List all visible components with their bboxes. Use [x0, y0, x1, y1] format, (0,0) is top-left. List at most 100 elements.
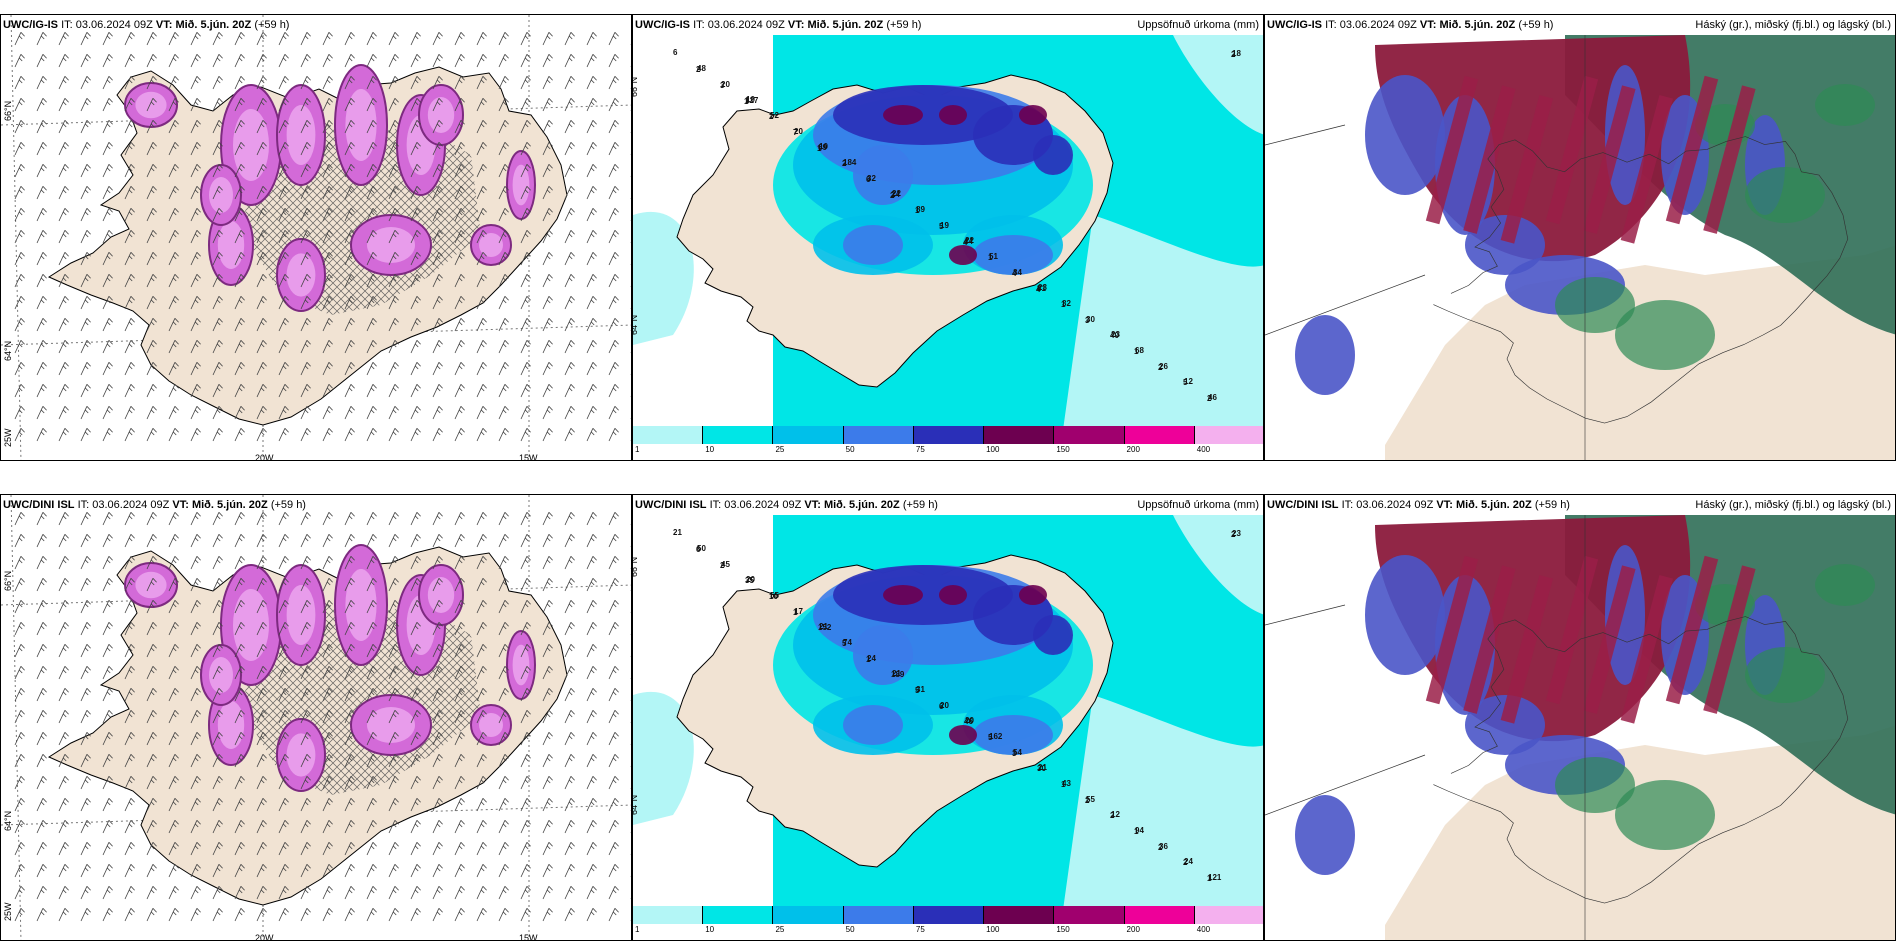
- wind-barb: [432, 208, 443, 222]
- wind-barb: [498, 54, 509, 68]
- precip-value: 1: [915, 206, 920, 215]
- precip-value: 121: [1208, 873, 1222, 882]
- wind-barb: [586, 644, 597, 658]
- wind-barb: [520, 534, 531, 548]
- wind-barb: [322, 362, 333, 376]
- wind-barb: [476, 274, 487, 288]
- wind-barb: [102, 164, 113, 178]
- wind-barb: [366, 886, 377, 900]
- wind-barb: [542, 512, 553, 526]
- wind-barb: [14, 534, 25, 548]
- wind-barb: [432, 908, 443, 922]
- precip-value: 48: [697, 64, 706, 73]
- wind-barb: [388, 600, 399, 614]
- wind-barb: [168, 600, 179, 614]
- wind-barb: [586, 776, 597, 790]
- wind-barb: [388, 886, 399, 900]
- wind-barb: [102, 776, 113, 790]
- wind-barb: [564, 428, 575, 442]
- wind-barb: [344, 76, 355, 90]
- map-title: UWC/DINI ISL IT: 03.06.2024 09Z VT: Mið.…: [635, 499, 938, 511]
- wind-barb: [476, 164, 487, 178]
- precip-area: [843, 705, 903, 745]
- wind-barb: [14, 274, 25, 288]
- wind-barb: [14, 798, 25, 812]
- wind-barb: [212, 164, 223, 178]
- wind-barb: [300, 688, 311, 702]
- wind-barb: [608, 142, 619, 156]
- wind-barb: [432, 666, 443, 680]
- wind-barb: [344, 666, 355, 680]
- wind-barb: [190, 710, 201, 724]
- wind-barb: [322, 428, 333, 442]
- wind-barb: [366, 820, 377, 834]
- wind-barb: [14, 406, 25, 420]
- wind-barb: [344, 556, 355, 570]
- high-cloud-patch: [1615, 300, 1715, 370]
- wind-barb: [212, 864, 223, 878]
- precip-value: 5: [915, 686, 920, 695]
- wind-barb: [36, 776, 47, 790]
- wind-barb: [586, 710, 597, 724]
- wind-barb: [344, 384, 355, 398]
- wind-barb: [586, 428, 597, 442]
- precip-area: [973, 715, 1053, 755]
- wind-barb: [36, 754, 47, 768]
- wind-barb: [322, 534, 333, 548]
- wind-barb: [498, 908, 509, 922]
- wind-barb: [344, 754, 355, 768]
- wind-barb: [300, 428, 311, 442]
- wind-barb: [190, 776, 201, 790]
- precip-area: [883, 585, 923, 605]
- precip-value: 6: [696, 545, 701, 554]
- precip-value: 22: [965, 236, 974, 245]
- wind-barb: [212, 534, 223, 548]
- wind-barb: [344, 318, 355, 332]
- wind-barb: [432, 98, 443, 112]
- wind-barb: [124, 556, 135, 570]
- wind-barb: [80, 362, 91, 376]
- wind-barb: [608, 362, 619, 376]
- wind-barb: [36, 208, 47, 222]
- cloud-map-bottom: UWC/DINI ISL IT: 03.06.2024 09Z VT: Mið.…: [1264, 494, 1896, 941]
- wind-barb: [80, 32, 91, 46]
- wind-barb: [498, 842, 509, 856]
- wind-barb: [212, 406, 223, 420]
- wind-barb: [300, 600, 311, 614]
- wind-barb: [102, 732, 113, 746]
- wind-barb: [586, 732, 597, 746]
- wind-barb: [608, 644, 619, 658]
- wind-barb: [256, 512, 267, 526]
- wind-barb: [322, 798, 333, 812]
- wind-barb: [454, 534, 465, 548]
- wind-barb: [168, 274, 179, 288]
- wind-barb: [58, 318, 69, 332]
- wind-barb: [366, 54, 377, 68]
- wind-barb: [476, 666, 487, 680]
- precip-value: 32: [1062, 299, 1071, 308]
- wind-barb: [124, 274, 135, 288]
- wind-barb: [14, 362, 25, 376]
- wind-barb: [190, 556, 201, 570]
- colorbar-segment: [703, 426, 774, 444]
- wind-barb: [410, 340, 421, 354]
- wind-barb: [608, 556, 619, 570]
- wind-barb: [212, 274, 223, 288]
- wind-barb: [608, 820, 619, 834]
- wind-barb: [586, 688, 597, 702]
- wind-barb: [542, 556, 553, 570]
- wind-barb: [102, 32, 113, 46]
- wind-barb: [58, 208, 69, 222]
- precip-value: 55: [1086, 795, 1095, 804]
- lat-label-64: 64°N: [632, 794, 639, 815]
- wind-barb: [366, 864, 377, 878]
- wind-barb: [212, 886, 223, 900]
- precip-value: 152: [818, 623, 832, 632]
- wind-barb: [36, 622, 47, 636]
- wind-barb: [234, 230, 245, 244]
- precip-value: 45: [721, 560, 730, 569]
- colorbar-label: 400: [1196, 445, 1211, 454]
- map-title: UWC/DINI ISL IT: 03.06.2024 09Z VT: Mið.…: [3, 499, 306, 511]
- wind-barb: [300, 578, 311, 592]
- precip-value: 2: [842, 159, 847, 168]
